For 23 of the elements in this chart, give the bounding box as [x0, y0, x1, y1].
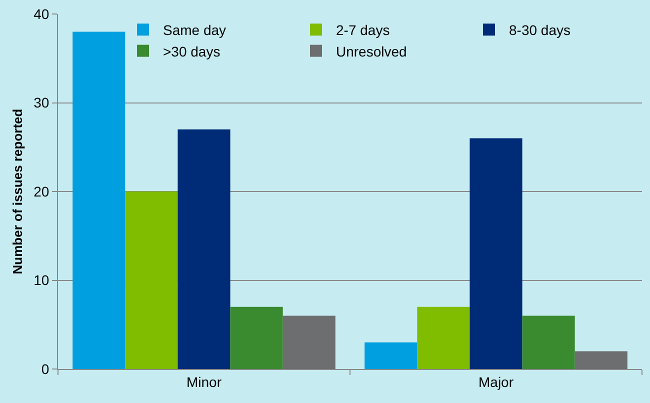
bar [522, 316, 575, 369]
bar [574, 351, 628, 369]
legend-label: Unresolved [336, 43, 407, 60]
bar [364, 342, 418, 369]
y-tick-label: 20 [34, 183, 50, 200]
legend-label: >30 days [163, 43, 220, 60]
legend-label: 8-30 days [509, 22, 570, 38]
bar [470, 138, 522, 369]
bar [72, 32, 126, 369]
bar [282, 316, 336, 369]
bar [125, 192, 178, 369]
legend-label: Same day [163, 22, 226, 38]
x-tick-label: Major [478, 374, 514, 390]
y-tick-label: 30 [34, 94, 50, 111]
bar [178, 129, 230, 369]
bar [417, 306, 470, 369]
bar [230, 306, 283, 369]
y-tick-label: 40 [34, 6, 50, 22]
x-tick-label: Minor [186, 374, 222, 390]
y-tick-label: 10 [34, 272, 50, 288]
y-axis-title: Number of issues reported [10, 108, 25, 274]
y-tick-label: 0 [41, 360, 50, 377]
legend-label: 2-7 days [336, 22, 390, 38]
